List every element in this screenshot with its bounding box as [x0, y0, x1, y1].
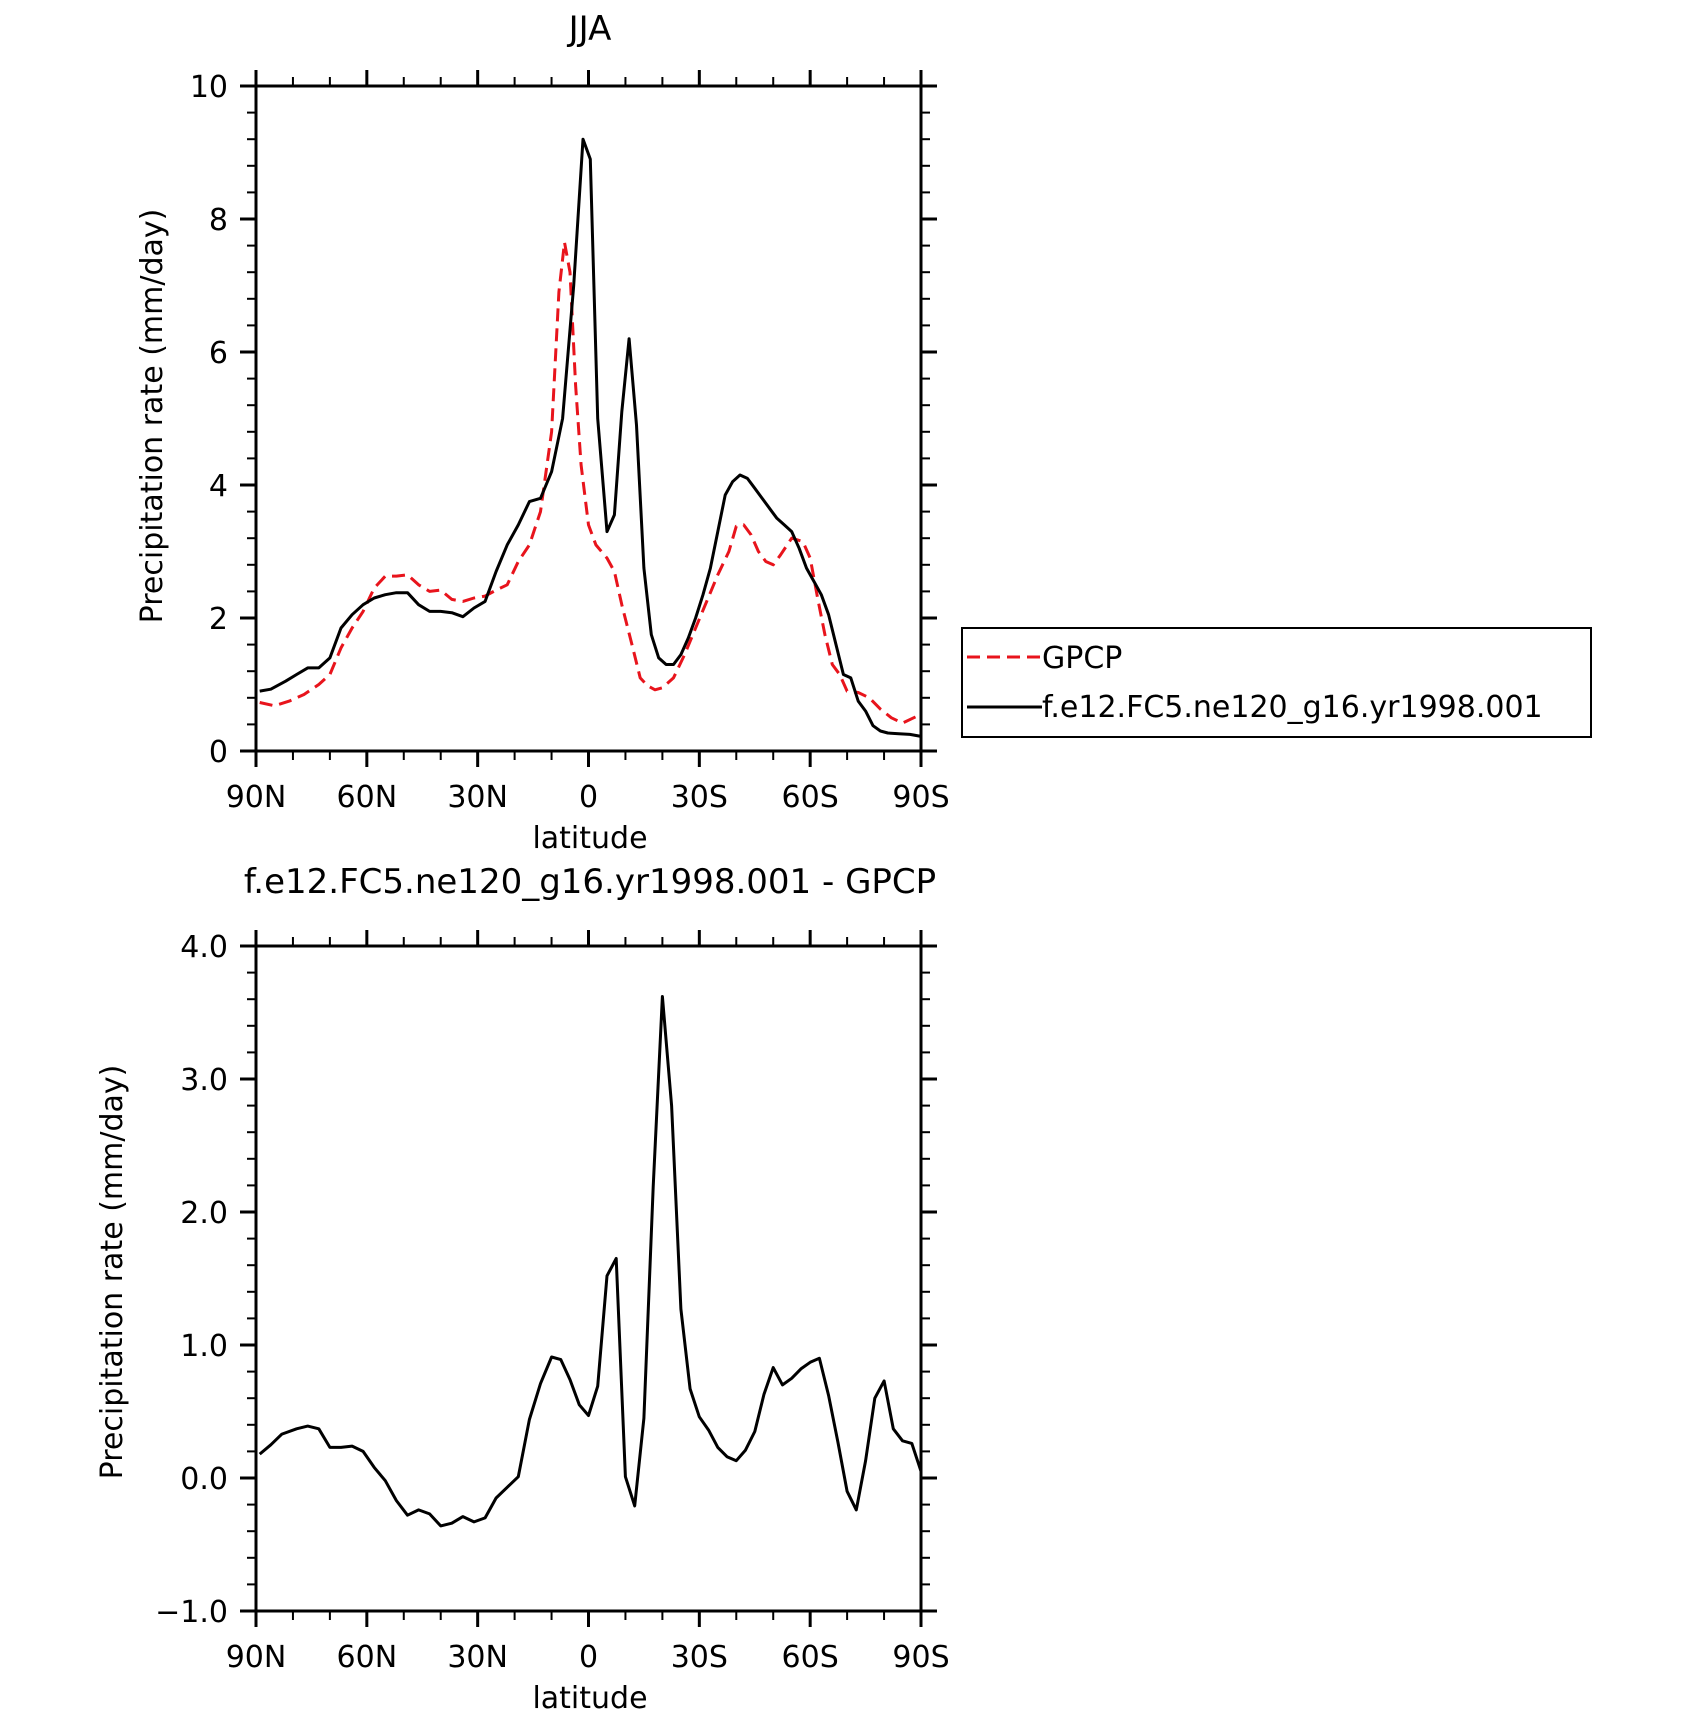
legend-box — [961, 627, 1592, 738]
bottom-chart-axes: 90N 60N 30N 0 30S 60S 90S −1.0 0.0 1.0 2.0 3.0 4.0 — [155, 930, 950, 1675]
bottom-y-tick-label: 1.0 — [180, 1329, 228, 1364]
legend-label-gpcp: GPCP — [1042, 641, 1122, 676]
bottom-y-tick-label: 4.0 — [180, 930, 228, 965]
top-chart-title: JJA — [567, 9, 612, 49]
bottom-x-tick-label: 60N — [337, 1640, 398, 1675]
bottom-x-tick-label: 60S — [782, 1640, 839, 1675]
bottom-y-tick-label: 2.0 — [180, 1196, 228, 1231]
top-plot-frame — [254, 84, 923, 753]
top-x-tick-label: 60N — [337, 780, 398, 815]
top-x-tick-label: 30N — [447, 780, 508, 815]
bottom-plot-frame — [254, 944, 923, 1613]
top-y-axis-label: Precipitation rate (mm/day) — [135, 209, 170, 624]
bottom-y-tick-label: 3.0 — [180, 1063, 228, 1098]
bottom-series-line-1 — [258, 995, 923, 1528]
top-x-tick-label: 90S — [892, 780, 949, 815]
bottom-y-axis-label: Precipitation rate (mm/day) — [95, 1065, 130, 1480]
top-y-tick-label: 0 — [209, 735, 228, 770]
bottom-chart-series — [258, 995, 923, 1528]
top-x-tick-label: 90N — [226, 780, 287, 815]
bottom-x-tick-label: 0 — [579, 1640, 598, 1675]
top-x-tick-label: 30S — [671, 780, 728, 815]
bottom-x-tick-label: 30N — [447, 1640, 508, 1675]
bottom-x-axis-label: latitude — [532, 1681, 647, 1716]
legend-label-model: f.e12.FC5.ne120_g16.yr1998.001 — [1042, 690, 1543, 725]
top-x-tick-label: 60S — [782, 780, 839, 815]
top-y-tick-label: 4 — [209, 469, 228, 504]
bottom-x-tick-label: 30S — [671, 1640, 728, 1675]
top-y-tick-label: 6 — [209, 336, 228, 371]
top-chart-axes: 90N 60N 30N 0 30S 60S 90S 0 2 4 6 8 10 — [190, 70, 950, 815]
top-y-tick-label: 8 — [209, 203, 228, 238]
bottom-x-tick-label: 90N — [226, 1640, 287, 1675]
top-y-tick-label: 10 — [190, 70, 228, 105]
top-chart-legend: GPCP f.e12.FC5.ne120_g16.yr1998.001 — [961, 627, 1592, 738]
top-x-tick-label: 0 — [579, 780, 598, 815]
bottom-y-tick-label: 0.0 — [180, 1462, 228, 1497]
top-chart-series — [259, 137, 922, 738]
bottom-x-tick-label: 90S — [892, 1640, 949, 1675]
top-series-line-2 — [259, 137, 922, 738]
top-x-axis-label: latitude — [532, 821, 647, 856]
top-series-line-1 — [259, 240, 922, 725]
top-y-tick-label: 2 — [209, 602, 228, 637]
bottom-chart-title: f.e12.FC5.ne120_g16.yr1998.001 - GPCP — [244, 862, 936, 902]
bottom-panel: f.e12.FC5.ne120_g16.yr1998.001 - GPCP 90… — [95, 862, 950, 1716]
bottom-y-tick-label: −1.0 — [155, 1595, 228, 1630]
